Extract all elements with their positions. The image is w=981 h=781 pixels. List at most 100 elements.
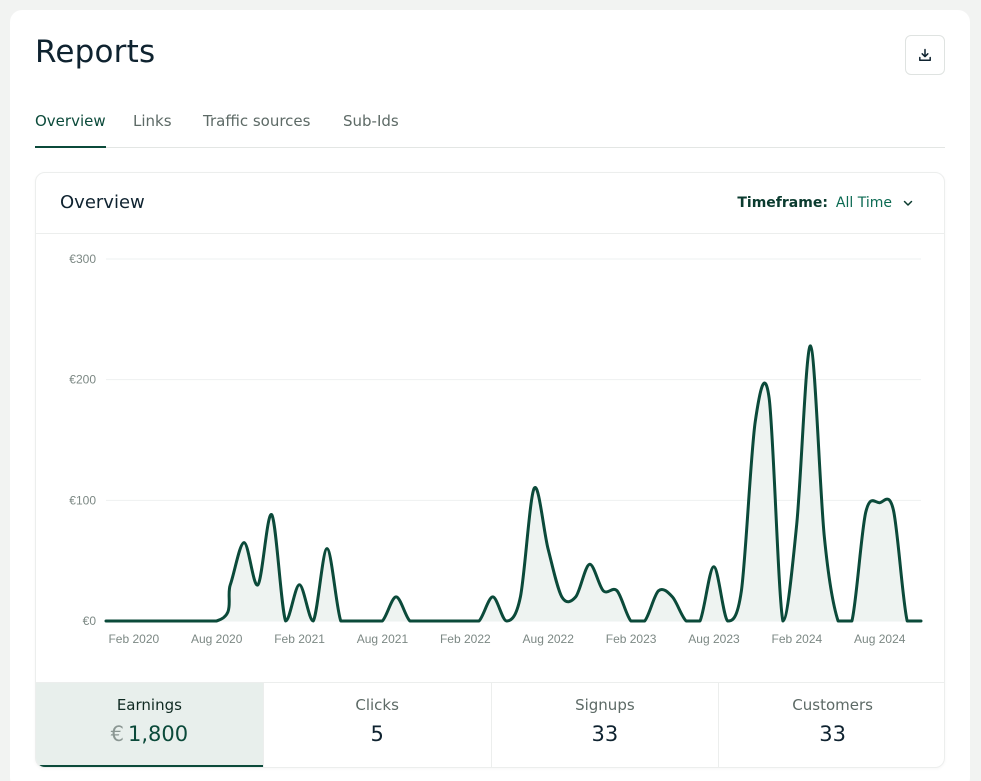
data-point (684, 619, 688, 623)
stat-earnings-value: €1,800 (36, 722, 263, 746)
x-tick-label: Aug 2024 (854, 632, 906, 646)
data-point (394, 595, 398, 599)
data-point (864, 510, 868, 514)
stat-customers-value: 33 (819, 722, 846, 746)
report-tabs: Overview Links Traffic sources Sub-Ids (35, 112, 945, 148)
data-point (919, 619, 923, 623)
data-point (657, 589, 661, 593)
data-point (601, 589, 605, 593)
reports-card: Reports Overview Links Traffic sources S… (10, 10, 970, 781)
data-point (311, 619, 315, 623)
timeframe-value: All Time (835, 195, 892, 211)
x-tick-label: Feb 2020 (108, 632, 159, 646)
data-point (242, 541, 246, 545)
download-button[interactable] (905, 35, 945, 75)
y-tick-label: €100 (69, 493, 96, 507)
timeframe-select[interactable]: Timeframe: All Time (737, 195, 914, 211)
chevron-down-icon (903, 200, 913, 206)
earnings-line (104, 344, 923, 623)
stat-clicks-value: 5 (370, 722, 384, 746)
data-point (380, 619, 384, 623)
tab-links[interactable]: Links (133, 112, 172, 130)
x-tick-label: Aug 2022 (523, 632, 575, 646)
stat-signups[interactable]: Signups 33 (492, 683, 720, 767)
data-point (270, 513, 274, 517)
data-point (878, 501, 882, 505)
data-point (643, 619, 647, 623)
x-tick-label: Feb 2022 (440, 632, 491, 646)
data-point (836, 619, 840, 623)
download-icon (919, 48, 931, 61)
data-point (560, 595, 564, 599)
data-point (463, 619, 467, 623)
data-point (726, 619, 730, 623)
data-point (228, 583, 232, 587)
data-point (477, 619, 481, 623)
data-point (408, 619, 412, 623)
data-point (366, 619, 370, 623)
data-point (297, 583, 301, 587)
data-point (518, 595, 522, 599)
earnings-chart: €0 €100 €200 €300 Feb 2020 Aug 2020 Feb 2021 Au… (69, 252, 923, 646)
data-point (698, 619, 702, 623)
stat-signups-value: 33 (591, 722, 619, 746)
data-point (795, 522, 799, 526)
currency-symbol: € (110, 722, 124, 746)
data-point (767, 396, 771, 400)
x-tick-label: Feb 2023 (606, 632, 657, 646)
x-tick-label: Aug 2020 (191, 632, 243, 646)
overview-header: Overview Timeframe: All Time (36, 173, 944, 234)
x-tick-label: Feb 2024 (772, 632, 823, 646)
data-point (712, 565, 716, 569)
data-point (670, 595, 674, 599)
data-point (353, 619, 357, 623)
data-point (574, 595, 578, 599)
data-point (739, 589, 743, 593)
data-point (808, 344, 812, 348)
x-tick-label: Aug 2021 (357, 632, 409, 646)
stat-earnings-label: Earnings (116, 696, 182, 714)
data-point (615, 589, 619, 593)
stat-customers[interactable]: Customers 33 (719, 683, 944, 767)
overview-panel: Overview Timeframe: All Time €0 €100 €200 €… (35, 172, 945, 768)
data-point (546, 547, 550, 551)
x-tick-label: Aug 2023 (688, 632, 740, 646)
stat-clicks[interactable]: Clicks 5 (264, 683, 492, 767)
earnings-area (106, 345, 921, 621)
stat-signups-label: Signups (575, 696, 635, 714)
data-point (753, 420, 757, 424)
data-point (256, 583, 260, 587)
data-point (850, 619, 854, 623)
data-point (215, 619, 219, 623)
stat-clicks-label: Clicks (355, 696, 399, 714)
data-point (449, 619, 453, 623)
tab-overview[interactable]: Overview (35, 112, 106, 148)
timeframe-label: Timeframe: (737, 195, 828, 211)
data-point (905, 619, 909, 623)
data-point (325, 547, 329, 551)
stats-bar: Earnings €1,800 Clicks 5 Signups 33 Cust… (36, 682, 944, 767)
y-tick-label: €200 (69, 373, 96, 387)
data-point (532, 486, 536, 490)
data-point (781, 619, 785, 623)
x-tick-label: Feb 2021 (274, 632, 325, 646)
data-point (491, 595, 495, 599)
y-tick-label: €300 (69, 252, 96, 266)
stat-earnings[interactable]: Earnings €1,800 (36, 683, 264, 767)
data-point (822, 535, 826, 539)
data-point (422, 619, 426, 623)
tab-sub-ids[interactable]: Sub-Ids (343, 112, 399, 130)
data-point (339, 619, 343, 623)
data-point (629, 619, 633, 623)
y-tick-label: €0 (83, 614, 97, 628)
stat-customers-label: Customers (792, 696, 873, 714)
data-point (284, 619, 288, 623)
data-point (104, 619, 108, 623)
data-point (505, 619, 509, 623)
data-point (587, 562, 591, 566)
earnings-amount: 1,800 (128, 722, 189, 746)
tab-traffic-sources[interactable]: Traffic sources (203, 112, 311, 130)
data-point (436, 619, 440, 623)
page-title: Reports (35, 34, 156, 70)
overview-title: Overview (60, 192, 145, 213)
